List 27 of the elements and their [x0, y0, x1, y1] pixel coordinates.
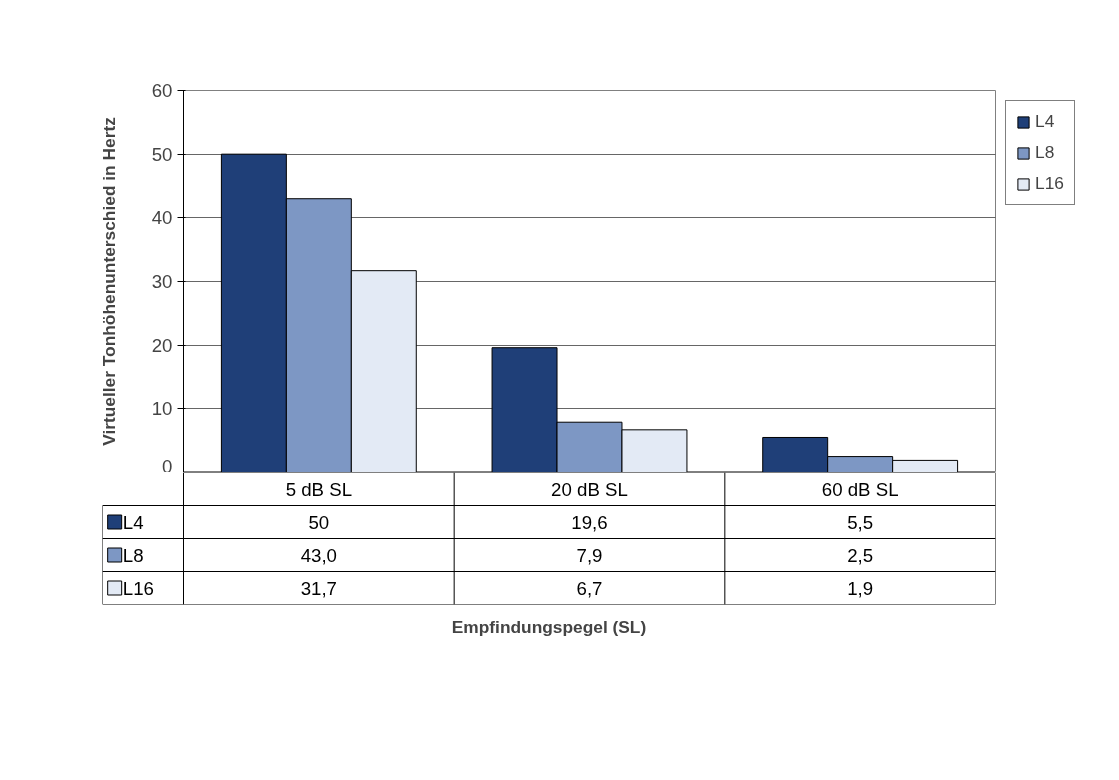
legend-label: L8	[1035, 142, 1055, 163]
data-label: 1,9	[847, 577, 874, 599]
data-label: 5,5	[847, 511, 874, 533]
legend-label: L4	[122, 511, 144, 533]
x-tick-label: 20 dB SL	[551, 478, 628, 500]
legend-label: L16	[1035, 173, 1064, 194]
y-tick-label: 30	[151, 271, 173, 292]
data-label: 31,7	[300, 577, 337, 599]
y-tick-label: 50	[151, 143, 173, 165]
data-label: 6,7	[576, 577, 603, 599]
data-label: 50	[308, 511, 330, 533]
y-tick-label: 60	[151, 80, 173, 101]
x-tick-label: 60 dB SL	[821, 478, 899, 500]
data-label: 43,0	[300, 544, 337, 566]
text: L16	[122, 577, 154, 599]
data-label: 2,5	[847, 544, 874, 566]
text: L8	[122, 544, 144, 566]
text: L4	[1035, 111, 1055, 131]
text: Empfindungspegel (SL)	[451, 616, 647, 637]
y-tick-label: 0	[162, 455, 173, 477]
y-tick-label: 20	[151, 334, 173, 356]
data-label: 19,6	[571, 511, 608, 533]
x-tick-label: 5 dB SL	[285, 478, 353, 500]
y-tick-label: 10	[151, 398, 173, 420]
y-axis-title: Virtueller Tonhöhenunterschied in Hertz	[98, 116, 119, 446]
y-tick-label: 40	[151, 207, 173, 229]
data-label: 7,9	[576, 544, 603, 566]
